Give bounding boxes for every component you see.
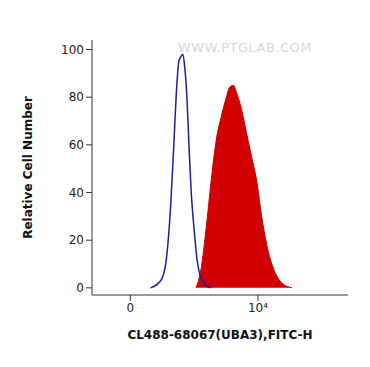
svg-text:20: 20 — [69, 233, 84, 247]
svg-text:Relative Cell Number: Relative Cell Number — [21, 96, 35, 239]
svg-text:CL488-68067(UBA3),FITC-H: CL488-68067(UBA3),FITC-H — [127, 328, 312, 342]
svg-text:10⁴: 10⁴ — [248, 301, 268, 315]
svg-text:100: 100 — [61, 43, 84, 57]
svg-text:80: 80 — [69, 90, 84, 104]
svg-text:60: 60 — [69, 138, 84, 152]
html-text:WWW.PTGLAB.COM: WWW.PTGLAB.COM — [178, 40, 313, 55]
svg-text:0: 0 — [127, 301, 135, 315]
svg-text:40: 40 — [69, 186, 84, 200]
svg-text:0: 0 — [76, 281, 84, 295]
